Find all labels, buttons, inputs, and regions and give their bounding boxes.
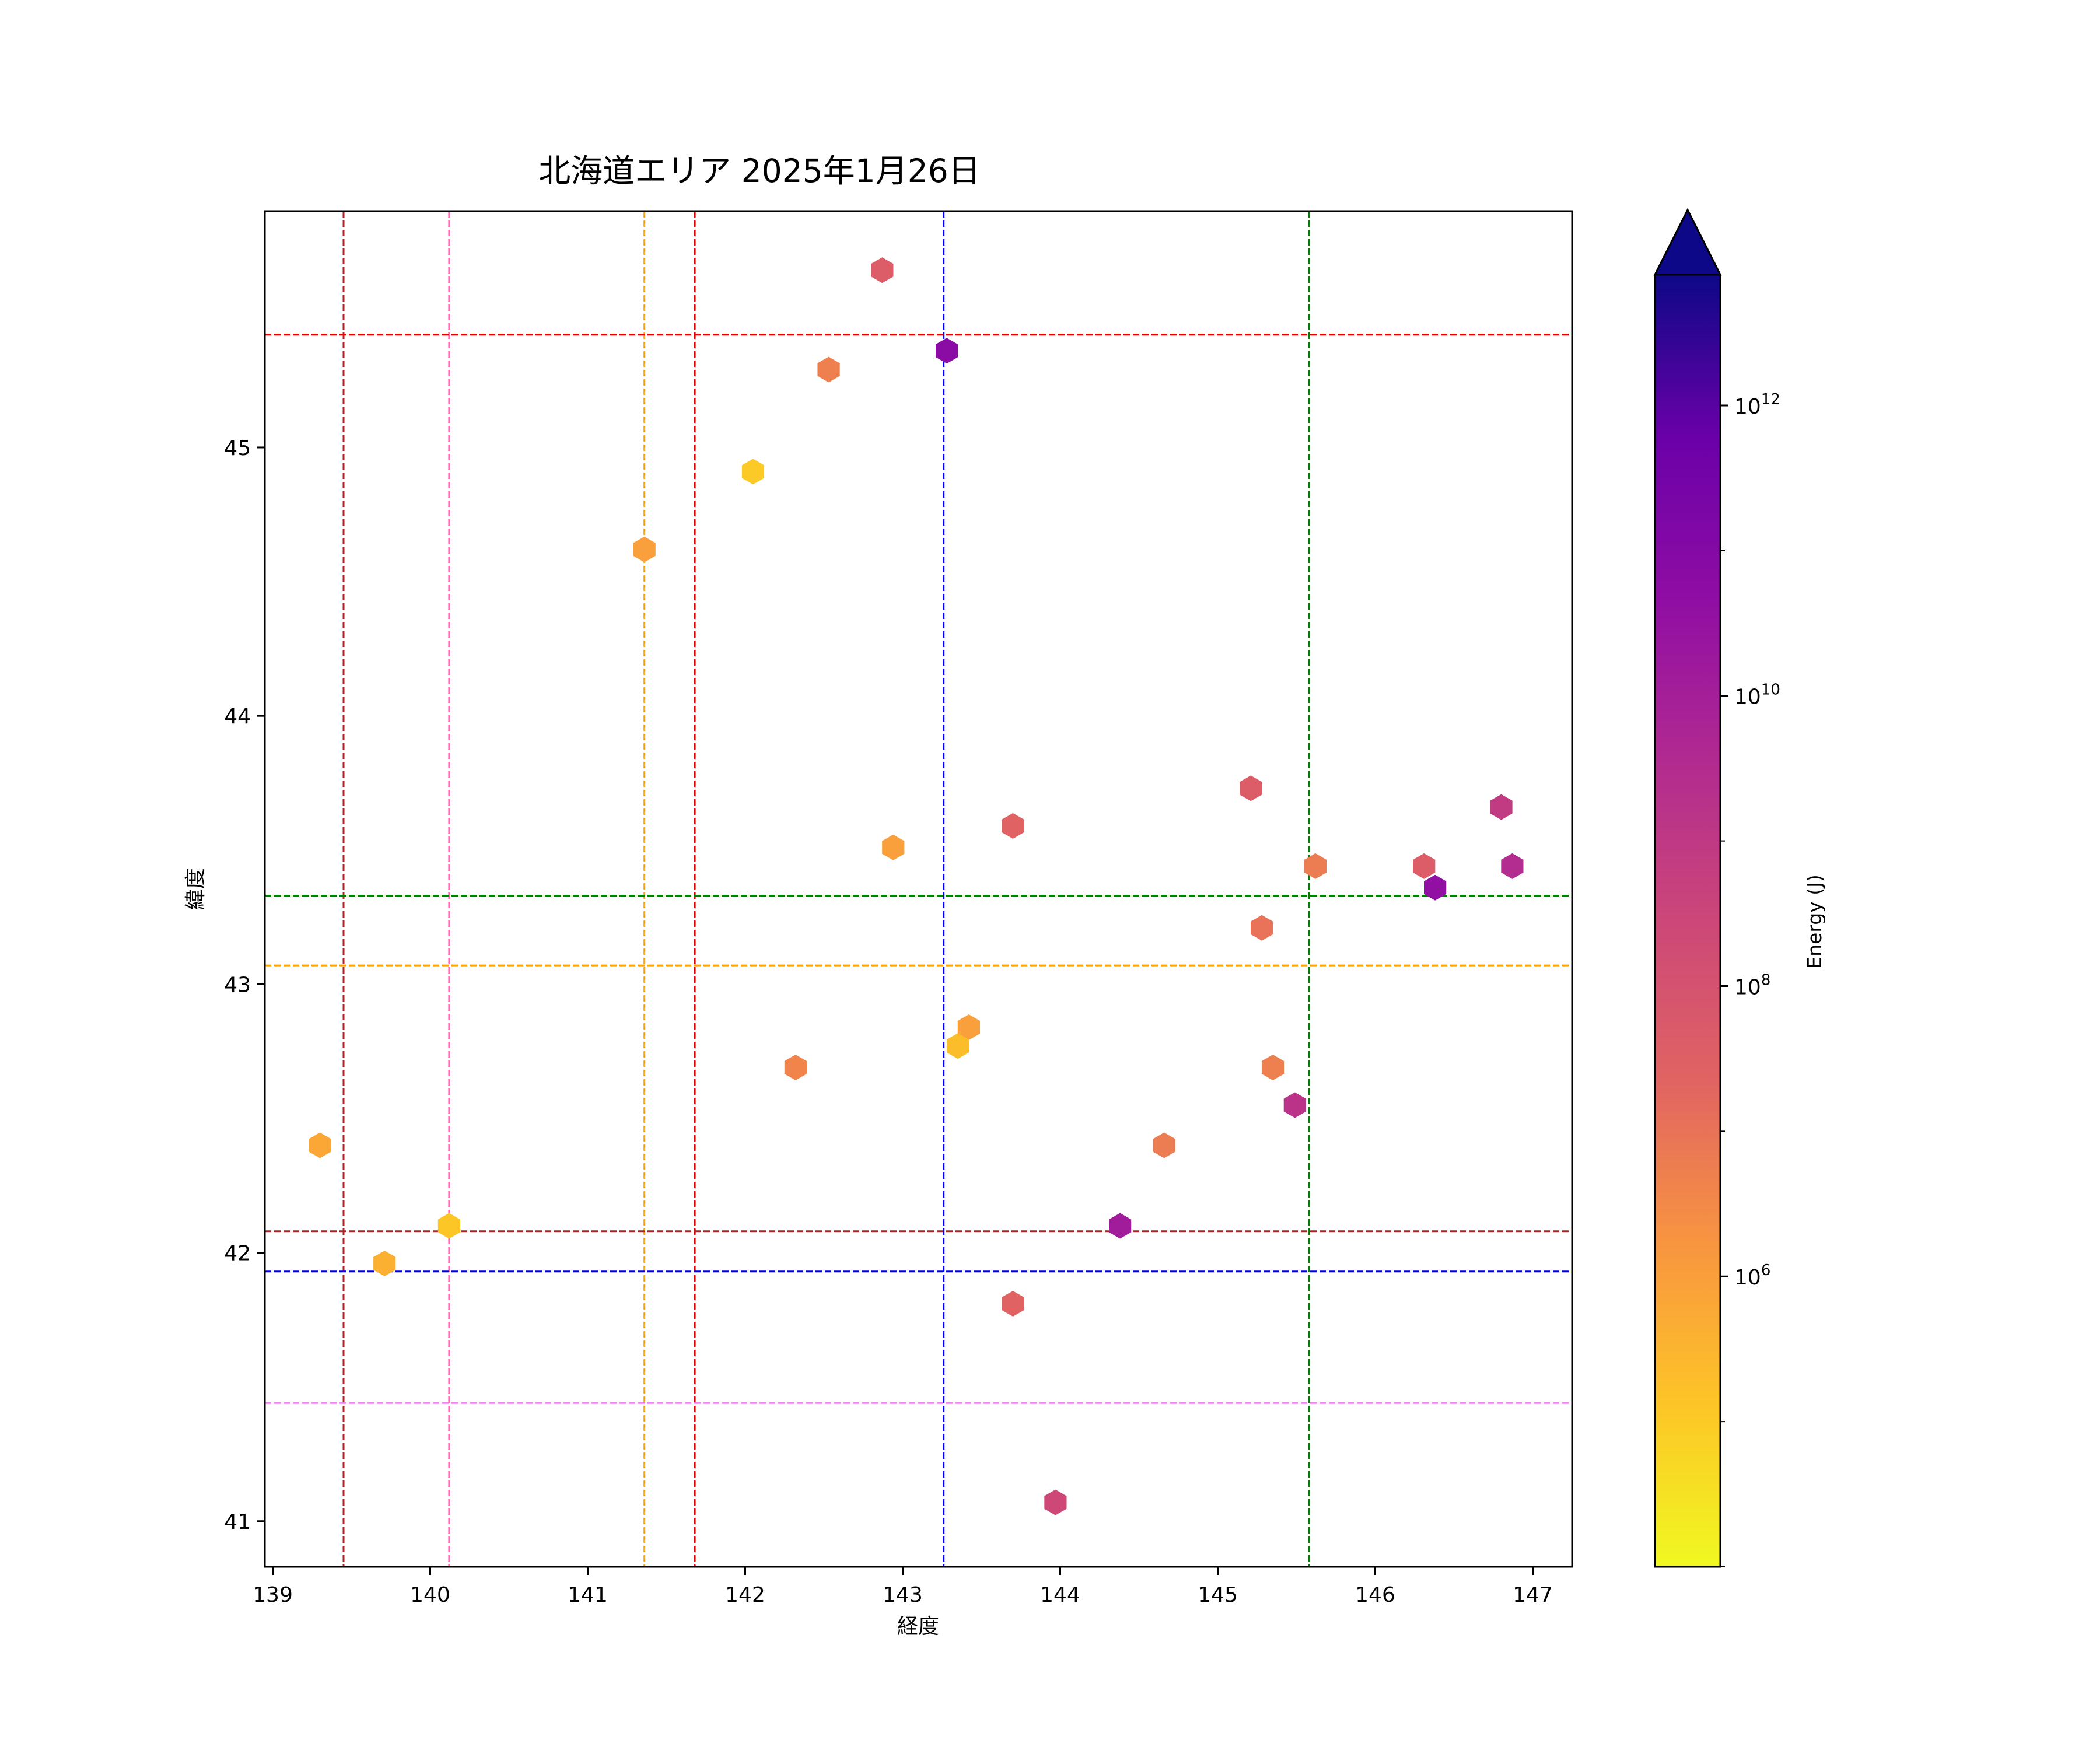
data-point-hexagon (1002, 1291, 1024, 1317)
y-tick-label: 45 (224, 436, 251, 460)
data-point-hexagon (1304, 853, 1326, 879)
y-axis: 41 42 43 44 45 (224, 436, 265, 1534)
plot-frame (264, 210, 1573, 1568)
x-tick-label: 139 (253, 1583, 293, 1607)
data-point-hexagon (1283, 1092, 1306, 1118)
colorbar-tick-label: 1012 (1734, 391, 1780, 419)
y-tick-label: 41 (224, 1510, 251, 1534)
x-tick-label: 140 (410, 1583, 450, 1607)
data-point-hexagon (373, 1251, 396, 1276)
data-point-hexagon (936, 338, 958, 364)
data-point-hexagon (957, 1014, 980, 1040)
x-tick-label: 142 (725, 1583, 765, 1607)
colorbar: 106 108 1010 1012 Energy (J) (1653, 208, 1826, 1568)
data-points (309, 257, 1524, 1516)
data-point-hexagon (1413, 853, 1436, 879)
data-point-hexagon (1240, 775, 1262, 802)
data-point-hexagon (1501, 853, 1524, 879)
colorbar-ticks: 106 108 1010 1012 (1720, 391, 1780, 1567)
data-point-hexagon (882, 834, 905, 860)
data-point-hexagon (1044, 1489, 1067, 1516)
y-tick-label: 43 (224, 973, 251, 997)
colorbar-extend-arrow (1653, 208, 1722, 276)
colorbar-label: Energy (J) (1803, 874, 1826, 969)
data-point-hexagon (1490, 794, 1513, 820)
data-point-hexagon (438, 1213, 460, 1239)
x-axis-label: 経度 (897, 1615, 939, 1639)
data-point-hexagon (633, 536, 656, 562)
data-point-hexagon (309, 1132, 331, 1158)
chart-title: 北海道エリア 2025年1月26日 (538, 152, 980, 190)
data-point-hexagon (741, 459, 765, 485)
y-tick-label: 44 (224, 705, 251, 729)
colorbar-tick-label: 106 (1734, 1262, 1770, 1290)
x-tick-label: 141 (568, 1583, 608, 1607)
reference-lines (265, 211, 1572, 1567)
x-tick-label: 143 (883, 1583, 923, 1607)
plot-background (265, 211, 1572, 1567)
x-tick-label: 144 (1040, 1583, 1080, 1607)
colorbar-gradient (1655, 275, 1720, 1567)
data-point-hexagon (871, 257, 894, 284)
data-point-hexagon (1251, 915, 1273, 941)
colorbar-tick-label: 1010 (1734, 681, 1780, 709)
y-tick-label: 42 (224, 1242, 251, 1266)
plot-area (264, 210, 1573, 1568)
x-tick-label: 145 (1198, 1583, 1238, 1607)
data-point-hexagon (1261, 1055, 1284, 1080)
x-tick-label: 146 (1355, 1583, 1395, 1607)
data-point-hexagon (784, 1055, 807, 1080)
x-tick-label: 147 (1513, 1583, 1553, 1607)
data-point-hexagon (1153, 1132, 1175, 1158)
data-point-hexagon (1424, 874, 1447, 901)
data-point-hexagon (1109, 1213, 1132, 1239)
x-axis: 139 140 141 142 143 144 145 146 147 (253, 1567, 1553, 1607)
colorbar-tick-label: 108 (1734, 971, 1770, 999)
data-point-hexagon (1002, 813, 1024, 839)
data-point-hexagon (946, 1033, 970, 1059)
data-point-hexagon (817, 356, 840, 383)
colorbar-frame (1654, 208, 1721, 1568)
y-axis-label: 緯度 (184, 868, 208, 910)
